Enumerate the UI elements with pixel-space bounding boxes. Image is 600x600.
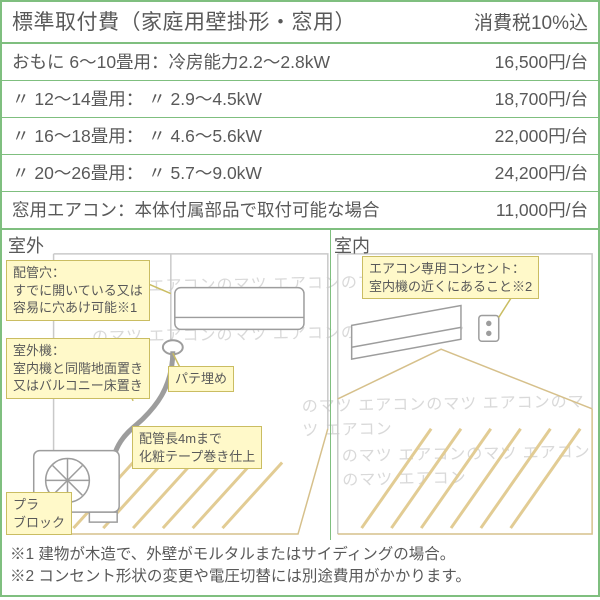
table-row: おもに 6～10畳用：冷房能力2.2～2.8kW 16,500円/台 bbox=[2, 43, 598, 81]
header-title: 標準取付費（家庭用壁掛形・窓用） bbox=[12, 6, 356, 36]
diagram-zone: のマツ エアコンのマツ エアコンのマツ エアコン のマツ エアコンのマツ エアコ… bbox=[2, 228, 598, 540]
row-spec: 〃 20～26畳用： 〃 5.7～9.0kW bbox=[2, 155, 463, 192]
outdoor-label: 室外 bbox=[8, 232, 44, 258]
callout-outdoor-unit: 室外機：室内機と同階地面置き又はバルコニー床置き bbox=[6, 338, 150, 399]
diagram-divider bbox=[330, 230, 331, 540]
row-price: 11,000円/台 bbox=[463, 192, 598, 229]
table-row: 〃 16～18畳用： 〃 4.6～5.6kW 22,000円/台 bbox=[2, 118, 598, 155]
table-row: 〃 20～26畳用： 〃 5.7～9.0kW 24,200円/台 bbox=[2, 155, 598, 192]
row-spec: 〃 16～18畳用： 〃 4.6～5.6kW bbox=[2, 118, 463, 155]
row-spec: 窓用エアコン：本体付属部品で取付可能な場合 bbox=[2, 192, 463, 229]
callout-pipe-hole: 配管穴：すでに開いている又は容易に穴あけ可能※1 bbox=[6, 260, 150, 321]
table-row: 窓用エアコン：本体付属部品で取付可能な場合 11,000円/台 bbox=[2, 192, 598, 229]
row-price: 24,200円/台 bbox=[463, 155, 598, 192]
callout-outlet: エアコン専用コンセント：室内機の近くにあること※2 bbox=[362, 256, 539, 299]
callout-pipe-len: 配管長4mまで化粧テープ巻き仕上 bbox=[132, 426, 262, 469]
header: 標準取付費（家庭用壁掛形・窓用） 消費税10%込 bbox=[2, 2, 598, 42]
row-spec: おもに 6～10畳用：冷房能力2.2～2.8kW bbox=[2, 43, 463, 81]
document-frame: 標準取付費（家庭用壁掛形・窓用） 消費税10%込 おもに 6～10畳用：冷房能力… bbox=[0, 0, 600, 597]
callout-putty: パテ埋め bbox=[168, 366, 234, 392]
row-price: 22,000円/台 bbox=[463, 118, 598, 155]
price-table: おもに 6～10畳用：冷房能力2.2～2.8kW 16,500円/台 〃 12～… bbox=[2, 42, 598, 228]
row-price: 18,700円/台 bbox=[463, 81, 598, 118]
row-price: 16,500円/台 bbox=[463, 43, 598, 81]
header-tax: 消費税10%込 bbox=[474, 8, 588, 35]
footnotes: ※1 建物が木造で、外壁がモルタルまたはサイディングの場合。 ※2 コンセント形… bbox=[2, 540, 598, 595]
footnote-2: ※2 コンセント形状の変更や電圧切替には別途費用がかかります。 bbox=[10, 566, 590, 588]
row-spec: 〃 12～14畳用： 〃 2.9～4.5kW bbox=[2, 81, 463, 118]
indoor-label: 室内 bbox=[334, 232, 370, 258]
table-row: 〃 12～14畳用： 〃 2.9～4.5kW 18,700円/台 bbox=[2, 81, 598, 118]
callout-pla-block: プラブロック bbox=[6, 492, 72, 535]
footnote-1: ※1 建物が木造で、外壁がモルタルまたはサイディングの場合。 bbox=[10, 544, 590, 566]
